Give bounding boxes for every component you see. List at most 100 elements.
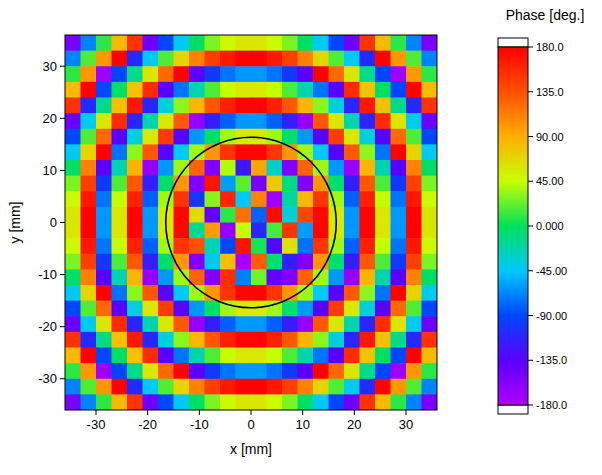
- heatmap-cell: [189, 207, 205, 223]
- colorbar-tick-label: -45.00: [536, 265, 567, 277]
- heatmap-cell: [344, 285, 360, 301]
- heatmap-cell: [220, 285, 236, 301]
- heatmap-cell: [189, 176, 205, 192]
- heatmap-cell: [143, 51, 159, 67]
- heatmap-cell: [375, 82, 391, 98]
- heatmap-cell: [127, 379, 143, 395]
- heatmap-cell: [344, 332, 360, 348]
- heatmap-cell: [251, 35, 267, 51]
- heatmap-cell: [329, 394, 345, 410]
- heatmap-cell: [112, 144, 128, 160]
- heatmap-cell: [81, 160, 97, 176]
- heatmap-cell: [375, 363, 391, 379]
- heatmap-cell: [143, 82, 159, 98]
- heatmap-cell: [251, 285, 267, 301]
- heatmap-cell: [375, 98, 391, 114]
- heatmap-cell: [313, 129, 329, 145]
- heatmap-cell: [220, 191, 236, 207]
- heatmap-cell: [112, 379, 128, 395]
- heatmap-cell: [251, 66, 267, 82]
- x-tick-label: -10: [190, 417, 209, 432]
- heatmap-cell: [422, 98, 438, 114]
- heatmap-cell: [406, 285, 422, 301]
- heatmap-cell: [298, 82, 314, 98]
- heatmap-cell: [205, 394, 221, 410]
- heatmap-cell: [251, 191, 267, 207]
- heatmap-cell: [344, 301, 360, 317]
- heatmap-cell: [127, 285, 143, 301]
- heatmap-cell: [127, 98, 143, 114]
- heatmap-cell: [81, 285, 97, 301]
- heatmap-cell: [81, 66, 97, 82]
- heatmap-cell: [422, 223, 438, 239]
- heatmap-cell: [81, 394, 97, 410]
- heatmap-cell: [391, 316, 407, 332]
- heatmap-cell: [298, 254, 314, 270]
- heatmap-cell: [81, 254, 97, 270]
- heatmap-cell: [127, 35, 143, 51]
- heatmap-cell: [344, 238, 360, 254]
- heatmap-cell: [298, 66, 314, 82]
- heatmap-cell: [143, 207, 159, 223]
- heatmap-cell: [313, 144, 329, 160]
- heatmap-cell: [205, 348, 221, 364]
- heatmap-cell: [220, 98, 236, 114]
- heatmap-cell: [96, 238, 112, 254]
- heatmap-cell: [282, 394, 298, 410]
- heatmap-cell: [313, 394, 329, 410]
- heatmap-cell: [236, 207, 252, 223]
- heatmap-cell: [391, 113, 407, 129]
- heatmap-cell: [81, 176, 97, 192]
- heatmap-cell: [406, 66, 422, 82]
- heatmap-cell: [236, 238, 252, 254]
- heatmap-cell: [127, 238, 143, 254]
- heatmap-cell: [298, 51, 314, 67]
- heatmap-cell: [329, 348, 345, 364]
- heatmap-cell: [391, 129, 407, 145]
- heatmap-cell: [375, 285, 391, 301]
- heatmap-cell: [406, 348, 422, 364]
- heatmap-cell: [329, 35, 345, 51]
- heatmap-cell: [282, 35, 298, 51]
- heatmap-cell: [360, 223, 376, 239]
- heatmap-cell: [158, 285, 174, 301]
- heatmap-cell: [236, 379, 252, 395]
- heatmap-cell: [282, 316, 298, 332]
- heatmap-cell: [220, 82, 236, 98]
- heatmap-cell: [267, 316, 283, 332]
- heatmap-cell: [406, 301, 422, 317]
- heatmap-cell: [127, 66, 143, 82]
- heatmap-cell: [298, 301, 314, 317]
- heatmap-cell: [96, 223, 112, 239]
- heatmap-cell: [65, 129, 81, 145]
- heatmap-cell: [375, 238, 391, 254]
- heatmap-cell: [205, 254, 221, 270]
- circle-annotation: [166, 137, 337, 308]
- heatmap-cell: [391, 144, 407, 160]
- heatmap-cell: [65, 269, 81, 285]
- heatmap-cell: [127, 269, 143, 285]
- y-tick-label: 0: [50, 215, 57, 230]
- heatmap-cell: [298, 332, 314, 348]
- heatmap-cell: [96, 191, 112, 207]
- heatmap-cell: [313, 35, 329, 51]
- heatmap-cell: [96, 285, 112, 301]
- heatmap-cell: [81, 316, 97, 332]
- heatmap-cell: [329, 51, 345, 67]
- heatmap-cell: [344, 176, 360, 192]
- heatmap-cell: [375, 254, 391, 270]
- heatmap-cell: [96, 35, 112, 51]
- heatmap-cell: [189, 301, 205, 317]
- heatmap-cell: [329, 160, 345, 176]
- heatmap-cell: [313, 207, 329, 223]
- heatmap-cell: [174, 191, 190, 207]
- heatmap-cell: [422, 176, 438, 192]
- heatmap-cell: [96, 82, 112, 98]
- heatmap-cell: [112, 98, 128, 114]
- heatmap-cell: [96, 129, 112, 145]
- heatmap-cell: [220, 35, 236, 51]
- heatmap-cell: [422, 51, 438, 67]
- heatmap-cell: [251, 394, 267, 410]
- heatmap-cell: [422, 66, 438, 82]
- heatmap-cell: [267, 82, 283, 98]
